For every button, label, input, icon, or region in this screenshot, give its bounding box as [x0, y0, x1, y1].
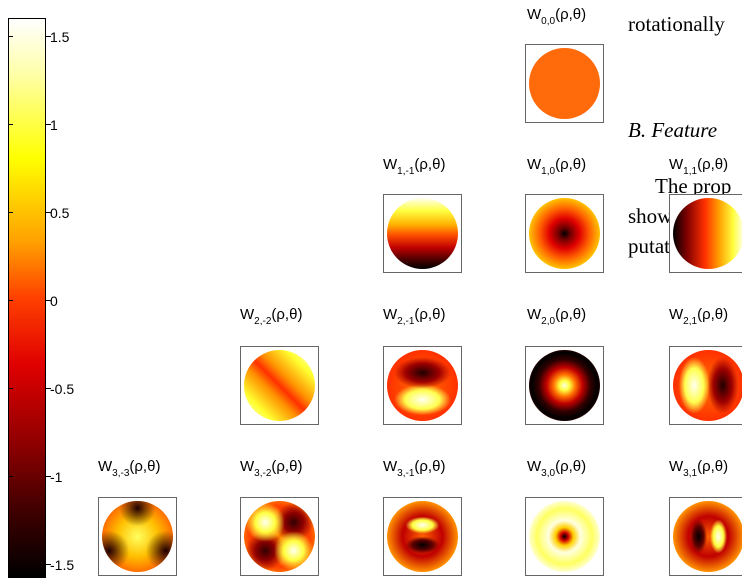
zernike-args: (ρ,θ)	[555, 458, 587, 475]
zernike-plot	[669, 194, 742, 273]
colorbar	[8, 18, 46, 578]
colorbar-tick	[8, 564, 13, 565]
colorbar-tick-label: -0.5	[50, 381, 75, 397]
zernike-plot	[525, 497, 604, 576]
colorbar-tick	[8, 124, 13, 125]
zernike-disc	[529, 48, 600, 119]
zernike-label: W3,-1(ρ,θ)	[383, 458, 446, 479]
zernike-index: 1,0	[541, 166, 556, 177]
colorbar-tick	[8, 476, 13, 477]
zernike-plot	[240, 497, 319, 576]
zernike-label: W2,-1(ρ,θ)	[383, 306, 446, 327]
zernike-disc	[673, 501, 742, 572]
zernike-index: 3,1	[683, 468, 698, 479]
zernike-args: (ρ,θ)	[129, 458, 161, 475]
zernike-label: W2,-2(ρ,θ)	[240, 306, 303, 327]
zernike-label: W2,0(ρ,θ)	[527, 306, 587, 327]
zernike-disc	[244, 501, 315, 572]
colorbar-tick	[46, 300, 51, 301]
colorbar-tick	[46, 388, 51, 389]
zernike-disc	[673, 198, 742, 269]
colorbar-tick-label: -1.5	[50, 557, 75, 573]
zernike-disc	[387, 198, 458, 269]
zernike-args: (ρ,θ)	[697, 458, 729, 475]
zernike-disc	[102, 501, 173, 572]
zernike-index: 2,1	[683, 316, 698, 327]
zernike-args: (ρ,θ)	[414, 306, 446, 323]
zernike-label: W3,1(ρ,θ)	[669, 458, 729, 479]
zernike-plot	[525, 346, 604, 425]
zernike-disc	[387, 350, 458, 421]
colorbar-tick-label: 0.5	[50, 205, 70, 221]
colorbar-tick	[46, 564, 51, 565]
colorbar-tick-label: 1	[50, 117, 58, 133]
zernike-args: (ρ,θ)	[555, 306, 587, 323]
colorbar-tick-label: 1.5	[50, 29, 70, 45]
zernike-label: W2,1(ρ,θ)	[669, 306, 729, 327]
zernike-args: (ρ,θ)	[555, 6, 587, 23]
zernike-disc	[387, 501, 458, 572]
colorbar-tick	[8, 36, 13, 37]
zernike-index: 3,-1	[397, 468, 415, 479]
zernike-disc	[244, 350, 315, 421]
zernike-plot	[383, 497, 462, 576]
zernike-plot	[240, 346, 319, 425]
zernike-label: W1,1(ρ,θ)	[669, 156, 729, 177]
zernike-index: 2,-2	[254, 316, 272, 327]
colorbar-tick	[8, 388, 13, 389]
zernike-disc	[529, 350, 600, 421]
zernike-args: (ρ,θ)	[414, 156, 446, 173]
zernike-plot	[525, 194, 604, 273]
zernike-plot	[98, 497, 177, 576]
zernike-label: W3,0(ρ,θ)	[527, 458, 587, 479]
zernike-label: W0,0(ρ,θ)	[527, 6, 587, 27]
colorbar-tick-label: -1	[50, 469, 63, 485]
paper-text-line: rotationally	[628, 12, 725, 36]
zernike-plot	[383, 346, 462, 425]
colorbar-tick	[46, 476, 51, 477]
zernike-index: 0,0	[541, 16, 556, 27]
zernike-args: (ρ,θ)	[555, 156, 587, 173]
zernike-args: (ρ,θ)	[697, 306, 729, 323]
zernike-plot	[525, 44, 604, 123]
zernike-index: 2,0	[541, 316, 556, 327]
zernike-args: (ρ,θ)	[414, 458, 446, 475]
colorbar-tick	[46, 36, 51, 37]
zernike-disc	[529, 501, 600, 572]
zernike-index: 3,-3	[112, 468, 130, 479]
zernike-label: W3,-3(ρ,θ)	[98, 458, 161, 479]
zernike-index: 1,-1	[397, 166, 415, 177]
zernike-args: (ρ,θ)	[271, 458, 303, 475]
colorbar-tick-label: 0	[50, 293, 58, 309]
zernike-plot	[669, 346, 742, 425]
zernike-args: (ρ,θ)	[697, 156, 729, 173]
colorbar-tick	[8, 300, 13, 301]
zernike-label: W1,-1(ρ,θ)	[383, 156, 446, 177]
colorbar-tick	[46, 212, 51, 213]
zernike-label: W1,0(ρ,θ)	[527, 156, 587, 177]
zernike-label: W3,-2(ρ,θ)	[240, 458, 303, 479]
zernike-index: 3,-2	[254, 468, 272, 479]
zernike-plot	[383, 194, 462, 273]
zernike-index: 1,1	[683, 166, 698, 177]
zernike-plot	[669, 497, 742, 576]
zernike-disc	[673, 350, 742, 421]
colorbar-tick	[8, 212, 13, 213]
colorbar-tick	[46, 124, 51, 125]
zernike-index: 2,-1	[397, 316, 415, 327]
zernike-disc	[529, 198, 600, 269]
paper-section-heading: B. Feature	[628, 118, 718, 142]
zernike-args: (ρ,θ)	[271, 306, 303, 323]
zernike-index: 3,0	[541, 468, 556, 479]
